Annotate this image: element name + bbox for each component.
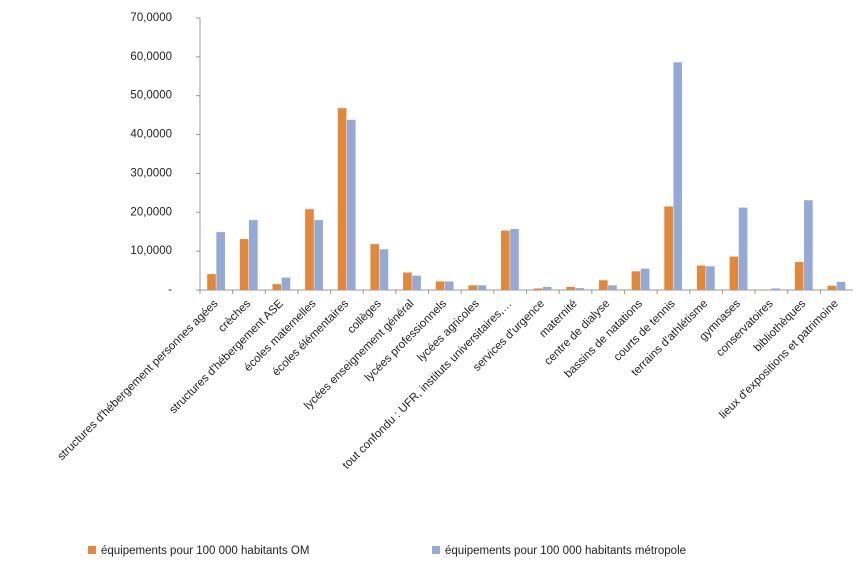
bar — [272, 284, 282, 290]
bar — [664, 206, 673, 290]
bar — [477, 285, 487, 290]
bar — [510, 228, 519, 290]
bar — [794, 262, 804, 290]
bar — [337, 108, 347, 290]
bar — [314, 220, 323, 290]
y-tick-label: 10,0000 — [130, 245, 172, 257]
legend-label: équipements pour 100 000 habitants OM — [101, 545, 309, 557]
y-tick-label: 50,0000 — [130, 90, 172, 102]
bar — [640, 268, 650, 290]
y-tick-label: 30,0000 — [130, 167, 172, 179]
bar — [729, 256, 739, 290]
bar — [631, 271, 641, 290]
bar — [738, 207, 748, 290]
legend-label: équipements pour 100 000 habitants métro… — [445, 545, 686, 557]
bar — [542, 286, 552, 290]
y-tick-label: 60,0000 — [130, 51, 172, 63]
bar — [412, 275, 421, 290]
y-tick-label: 70,0000 — [130, 12, 172, 24]
bar — [444, 281, 454, 290]
y-tick-label: 20,0000 — [130, 206, 172, 218]
bar — [566, 286, 575, 290]
bar — [248, 220, 258, 290]
bar — [435, 281, 445, 290]
legend-swatch — [432, 546, 440, 554]
bar — [804, 200, 813, 290]
bar — [501, 230, 510, 290]
bar — [706, 266, 715, 290]
bar — [305, 209, 314, 290]
x-tick-label: conservatoires — [714, 298, 776, 360]
y-tick-label: 40,0000 — [130, 129, 172, 141]
bar — [216, 232, 225, 290]
bar — [673, 62, 683, 290]
bar — [379, 249, 389, 290]
bar — [346, 119, 356, 290]
bar — [239, 239, 249, 290]
bar — [468, 285, 478, 290]
bar — [836, 281, 846, 290]
bar — [598, 280, 608, 290]
bar — [370, 244, 380, 290]
bar — [575, 288, 585, 290]
bar — [608, 285, 617, 290]
bar — [281, 277, 291, 290]
bar — [533, 288, 543, 290]
bar — [207, 274, 216, 290]
bar — [827, 285, 837, 290]
bar — [771, 288, 781, 290]
y-tick-label: - — [168, 284, 172, 296]
bar — [696, 265, 706, 290]
bar — [403, 272, 412, 290]
legend-swatch — [88, 546, 96, 554]
x-tick-label: lieux d'expositions et patrimoine — [717, 298, 841, 422]
